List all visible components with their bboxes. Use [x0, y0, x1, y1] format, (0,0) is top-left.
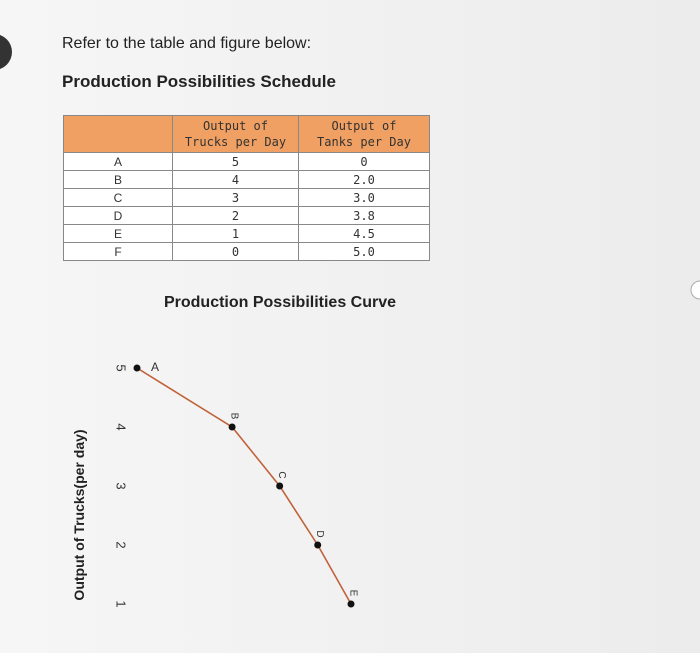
point-label: E: [347, 590, 358, 597]
decor: [0, 35, 12, 69]
y-tick-label: 5: [114, 364, 129, 371]
point: [228, 423, 236, 431]
table-cell: 2: [172, 206, 299, 225]
table-cell: C: [63, 188, 173, 207]
table-cell: 2.0: [298, 170, 430, 189]
y-tick-label: 4: [114, 423, 129, 430]
point: [314, 541, 322, 549]
table-cell: 4: [172, 170, 299, 189]
point-label: D: [314, 530, 325, 537]
table-cell: 0: [172, 242, 299, 261]
table-cell: 5.0: [298, 242, 430, 261]
chart-title: Production Possibilities Curve: [164, 294, 396, 311]
point-label: A: [151, 360, 159, 374]
y-axis-label: Output of Trucks(per day): [71, 429, 87, 600]
table-cell: 3.0: [298, 188, 430, 207]
point-label: C: [276, 471, 287, 478]
y-tick-label: 3: [114, 482, 129, 489]
table-cell: 0: [298, 152, 430, 171]
header-cell: Output of Trucks per Day: [172, 115, 299, 153]
point: [133, 364, 141, 372]
table-cell: A: [63, 152, 173, 171]
point: [276, 482, 284, 490]
table-cell: 3: [172, 188, 299, 207]
header-cell: [63, 115, 173, 153]
y-tick-label: 2: [114, 541, 129, 548]
point: [347, 600, 355, 608]
y-tick-label: 1: [114, 600, 129, 607]
point-label: B: [228, 413, 239, 420]
table-cell: F: [63, 242, 173, 261]
info-icon[interactable]: [690, 280, 700, 300]
curve: [136, 367, 352, 605]
table-title: Production Possibilities Schedule: [62, 72, 336, 91]
schedule-table: Output of Trucks per Day Output of Tanks …: [63, 115, 430, 261]
intro-text: Refer to the table and figure below:: [62, 35, 312, 52]
table-cell: 3.8: [298, 206, 430, 225]
